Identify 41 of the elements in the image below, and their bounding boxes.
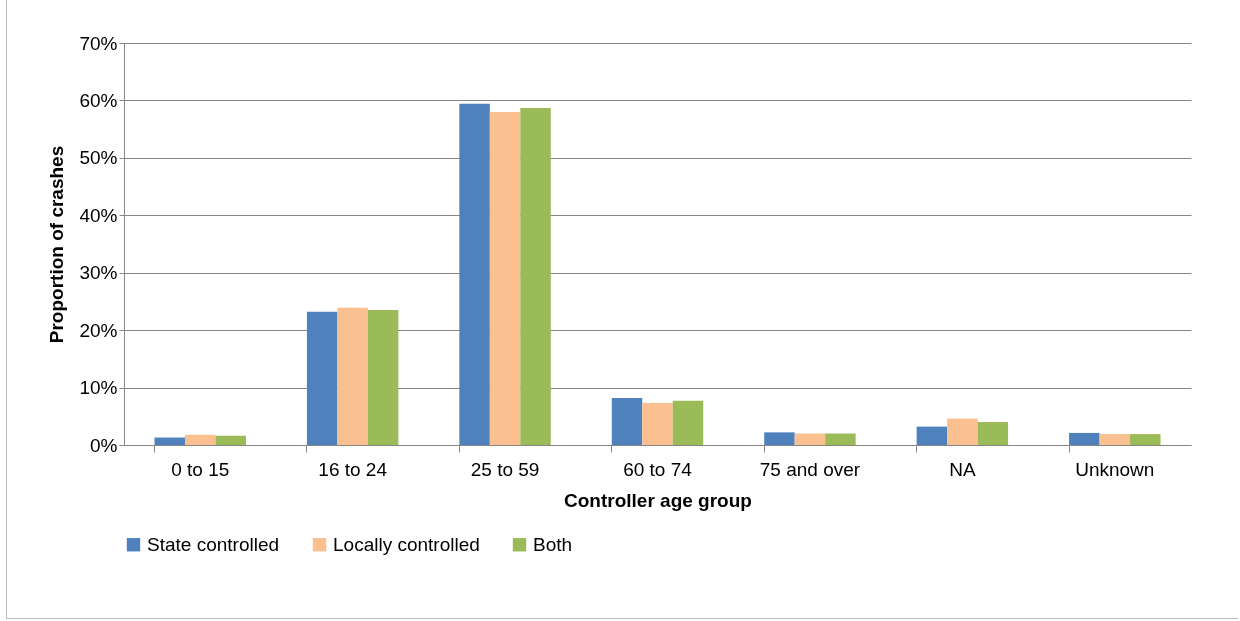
- bar: [611, 397, 643, 445]
- y-tick-label: 0%: [90, 434, 118, 456]
- bar: [794, 433, 826, 445]
- bar: [947, 418, 978, 445]
- bar: [825, 433, 856, 445]
- x-tick-label: Unknown: [1075, 458, 1155, 480]
- bar: [459, 103, 490, 445]
- y-tick-label: 70%: [79, 32, 118, 54]
- legend-label: Locally controlled: [333, 533, 480, 555]
- legend-label: Both: [533, 533, 573, 555]
- bar: [337, 307, 368, 445]
- x-tick-label: 25 to 59: [470, 458, 540, 480]
- bar: [489, 111, 521, 445]
- y-tick-label: 50%: [79, 147, 118, 169]
- bar: [1130, 434, 1161, 445]
- bar: [306, 311, 338, 445]
- y-axis-title: Proportion of crashes: [46, 145, 68, 344]
- bar: [154, 437, 185, 445]
- x-tick-label: 60 to 74: [623, 458, 693, 480]
- y-tick-label: 60%: [79, 89, 118, 111]
- y-tick-label: 10%: [79, 377, 118, 399]
- x-tick-label: 75 and over: [759, 458, 861, 480]
- bar: [672, 400, 704, 445]
- bar: [977, 422, 1009, 445]
- bar: [764, 432, 795, 445]
- x-tick-label: NA: [949, 458, 976, 480]
- bar: [215, 435, 246, 445]
- bar: [520, 107, 551, 445]
- y-tick-label: 40%: [79, 204, 118, 226]
- y-tick-label: 20%: [79, 319, 118, 341]
- bar: [1069, 432, 1100, 445]
- bar: [916, 426, 948, 445]
- bar: [1099, 434, 1131, 445]
- bar: [184, 434, 216, 445]
- x-tick-label: 16 to 24: [318, 458, 388, 480]
- bar: [367, 310, 399, 445]
- x-tick-label: 0 to 15: [171, 458, 230, 480]
- y-tick-label: 30%: [79, 262, 118, 284]
- bar: [642, 403, 673, 445]
- legend-label: State controlled: [147, 533, 280, 555]
- x-axis-title: Controller age group: [564, 489, 752, 511]
